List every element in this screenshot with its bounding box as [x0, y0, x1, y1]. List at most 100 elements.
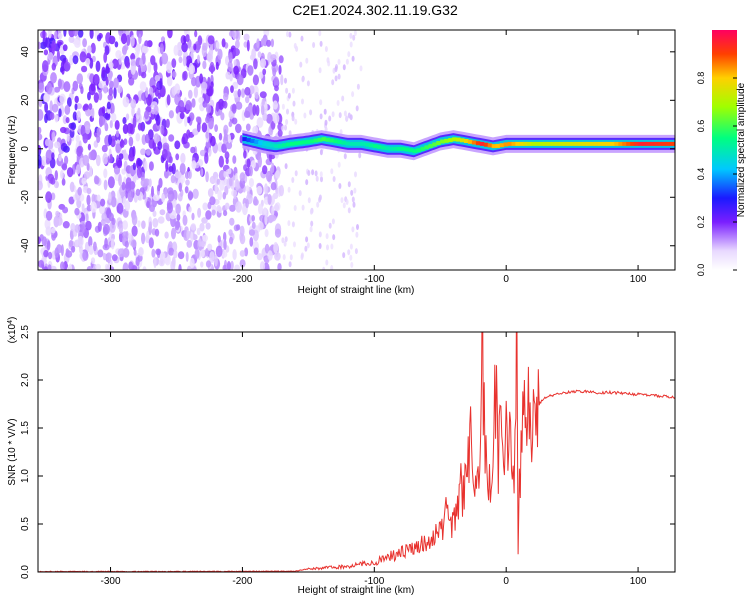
spectrogram-speckle [150, 55, 156, 66]
spectrogram-speckle [315, 175, 319, 182]
spectrogram-speckle [142, 266, 147, 270]
spectrogram-speckle [46, 240, 51, 251]
spectrogram-speckle [151, 248, 156, 258]
spectrogram-speckle [334, 75, 338, 82]
spectrogram-speckle [225, 141, 233, 150]
spectrogram-speckle [241, 88, 245, 98]
spectrogram-speckle [159, 209, 166, 216]
spectrogram-speckle [38, 82, 45, 93]
spectrogram-speckle [337, 58, 341, 65]
spectrogram-speckle [324, 46, 328, 52]
spectrogram-speckle [230, 85, 234, 93]
spectrogram-speckle [63, 61, 71, 72]
spectrogram-speckle [197, 207, 202, 218]
spectrogram-ridge-cell [242, 137, 247, 142]
spectrogram-speckle [199, 73, 204, 84]
spectrogram-speckle [255, 104, 260, 117]
spectrogram-speckle [60, 169, 64, 179]
spectrogram-speckle [355, 105, 359, 112]
spectrogram-speckle [167, 30, 173, 39]
spectrogram-ridge-cell [471, 140, 477, 145]
spectrogram-speckle [124, 44, 129, 51]
spectrogram-speckle [351, 55, 355, 62]
spectrogram-speckle [292, 100, 296, 107]
spectrogram-speckle [304, 245, 308, 252]
spectrogram-speckle [307, 170, 311, 176]
spectrogram-speckle [251, 221, 256, 229]
snr-x-axis: -300 -200 -100 0 100 [101, 332, 647, 587]
spectrogram-speckle [281, 125, 285, 132]
spectrogram-speckle [130, 99, 137, 109]
spectrogram-speckle [138, 64, 141, 77]
spectrogram-speckle [217, 48, 223, 60]
spectrogram-speckle [47, 30, 52, 39]
spectrogram-speckle [217, 98, 225, 110]
spectrogram-speckle [243, 41, 248, 48]
snr-multiplier-exp: 4 [7, 320, 14, 324]
spectrogram-speckle [51, 227, 56, 234]
spectrogram-speckle [320, 176, 323, 183]
spectrogram-speckle [128, 261, 134, 270]
spectrogram-speckle [301, 98, 304, 105]
spectrogram-speckle [243, 33, 250, 41]
spectrogram-ridge-cell [254, 140, 259, 144]
y-tick-label: 2.5 [20, 325, 31, 339]
spectrogram-speckle [74, 207, 80, 216]
spectrogram-speckle [165, 160, 169, 172]
spectrogram-ridge-cell [515, 141, 520, 146]
spectrogram-speckle [87, 143, 91, 151]
spectrogram-speckle [318, 196, 322, 203]
spectrogram-speckle [161, 148, 168, 159]
spectrogram-speckle [137, 220, 141, 228]
spectrogram-speckle [133, 249, 137, 256]
spectrogram-speckle [291, 177, 295, 183]
spectrogram-ridge-cell [487, 143, 493, 148]
spectrogram-speckle [87, 91, 91, 101]
spectrogram-speckle [104, 237, 108, 249]
spectrogram-speckle [235, 123, 242, 134]
spectrogram-ridge-cell [321, 137, 327, 142]
colorbar-tick-label: 0.0 [696, 264, 706, 277]
spectrogram-speckle [158, 258, 165, 267]
spectrogram-speckle [230, 260, 234, 270]
spectrogram-ridge-cell [325, 137, 330, 142]
spectrogram-speckle [217, 235, 221, 243]
spectrogram-speckle [179, 162, 186, 175]
spectrogram-speckle [148, 237, 154, 249]
spectrogram-speckle [92, 74, 100, 86]
spectrogram-speckle [247, 65, 254, 76]
spectrogram-speckle [176, 213, 181, 221]
spectrogram-speckle [270, 54, 277, 61]
spectrogram-speckle [105, 66, 111, 74]
spectrogram-speckle [185, 251, 189, 262]
spectrogram-ridge-cell [380, 145, 386, 150]
spectrogram-speckle [266, 39, 272, 47]
spectrogram-speckle [148, 221, 152, 231]
spectrogram-speckle [356, 83, 360, 90]
spectrogram-speckle [126, 34, 131, 46]
spectrogram-speckle [144, 110, 149, 120]
spectrogram-speckle [253, 247, 259, 255]
spectrogram-speckle [249, 85, 255, 95]
spectrogram-speckle [144, 40, 149, 48]
spectrogram-speckle [243, 150, 247, 159]
spectrogram-ridge-cell [527, 141, 532, 146]
spectrogram-speckle [42, 30, 46, 40]
spectrogram-speckle [239, 250, 246, 257]
spectrogram-speckle [162, 142, 170, 152]
spectrogram-speckle [146, 201, 150, 208]
spectrogram-speckle [90, 257, 96, 264]
spectrogram-speckle [122, 220, 128, 230]
spectrogram-speckle [122, 231, 128, 238]
spectrogram-speckle [127, 190, 134, 203]
spectrogram-ridge-cell [634, 141, 639, 146]
spectrogram-ridge-cell [464, 139, 469, 143]
spectrogram-speckle [211, 209, 216, 216]
spectrogram-ridge-cell [293, 141, 299, 146]
spectrogram-speckle [206, 104, 212, 114]
spectrogram-ridge-cell [566, 141, 572, 146]
spectrogram-speckle [159, 251, 166, 262]
spectrogram-speckle [274, 228, 282, 238]
spectrogram-speckle [166, 76, 173, 87]
